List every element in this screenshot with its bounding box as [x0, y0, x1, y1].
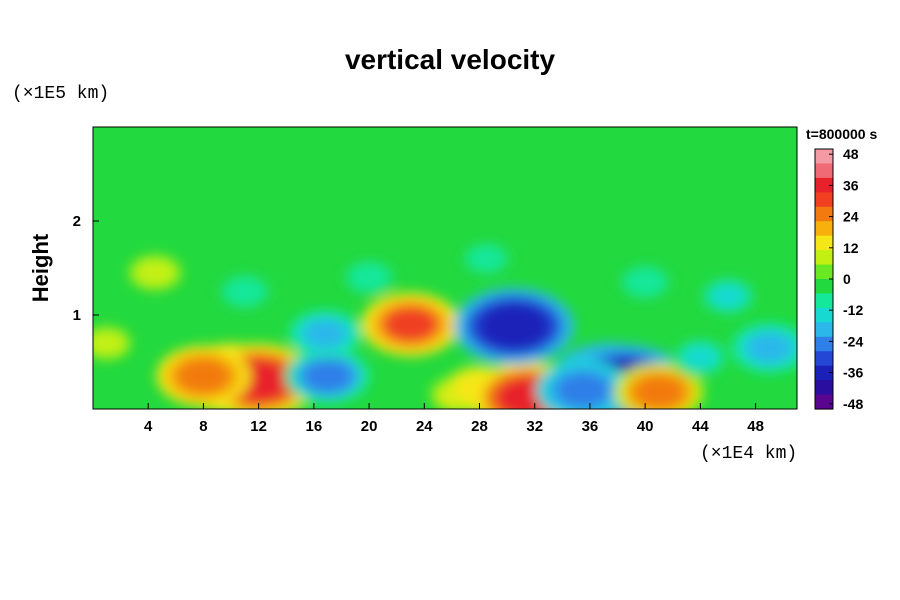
x-tick-label: 16	[306, 418, 323, 435]
colorbar-tick-label: 48	[843, 146, 859, 162]
colorbar-segment	[815, 322, 833, 338]
field-feature	[228, 280, 261, 303]
field-feature	[710, 284, 746, 308]
x-tick-label: 24	[416, 418, 433, 435]
x-tick-label: 36	[582, 418, 599, 435]
field-feature	[683, 345, 718, 369]
colorbar-segment	[815, 206, 833, 222]
field-feature	[302, 359, 353, 393]
colorbar-segment	[815, 336, 833, 352]
time-label: t=800000 s	[806, 126, 878, 142]
x-tick-label: 12	[250, 418, 267, 435]
colorbar-segment	[815, 163, 833, 179]
x-tick-label: 32	[526, 418, 543, 435]
field-feature	[746, 333, 792, 363]
colorbar-segment	[815, 149, 833, 165]
colorbar-tick-label: 24	[843, 209, 859, 225]
field-feature	[352, 266, 386, 289]
field-feature	[629, 271, 662, 293]
field-feature	[555, 372, 611, 408]
chart-title: vertical velocity	[344, 44, 556, 75]
colorbar-segment	[815, 221, 833, 237]
colorbar-tick-label: -24	[843, 333, 863, 349]
colorbar-tick-label: -36	[843, 365, 863, 381]
field-feature	[479, 303, 550, 349]
colorbar-tick-label: 0	[843, 271, 851, 287]
colorbar-segment	[815, 380, 833, 396]
x-tick-label: 28	[471, 418, 488, 435]
colorbar-segment	[815, 264, 833, 280]
colorbar-segment	[815, 351, 833, 367]
colorbar-segment	[815, 235, 833, 251]
field-feature	[381, 305, 440, 343]
colorbar-segment	[815, 293, 833, 309]
field-feature	[175, 358, 231, 394]
x-tick-label: 4	[144, 418, 153, 435]
x-tick-label: 44	[692, 418, 709, 435]
colorbar-tick-label: 12	[843, 240, 859, 256]
plot-area	[93, 127, 797, 409]
y-tick-label: 1	[73, 307, 81, 324]
colorbar-segment	[815, 365, 833, 381]
colorbar-tick-label: -12	[843, 302, 863, 318]
colorbar-segment	[815, 279, 833, 295]
x-tick-label: 20	[361, 418, 378, 435]
y-axis-label: Height	[28, 233, 53, 303]
x-tick-label: 40	[637, 418, 654, 435]
colorbar-segment	[815, 177, 833, 193]
colorbar-segment	[815, 307, 833, 323]
y-axis-unit: (×1E5 km)	[12, 84, 110, 104]
velocity-field	[93, 241, 797, 409]
colorbar-segment	[815, 250, 833, 266]
colorbar-segment	[815, 192, 833, 208]
field-feature	[93, 333, 122, 354]
colorbar-frame	[814, 148, 834, 410]
y-tick-label: 2	[73, 213, 81, 230]
field-feature	[632, 375, 686, 409]
x-axis-unit: (×1E4 km)	[700, 444, 798, 464]
colorbar-tick-label: 36	[843, 177, 859, 193]
x-tick-label: 8	[199, 418, 207, 435]
x-tick-label: 48	[747, 418, 764, 435]
colorbar-segment	[815, 394, 833, 410]
field-feature	[471, 248, 502, 269]
field-feature	[139, 261, 172, 284]
colorbar-tick-label: -48	[843, 396, 863, 412]
field-feature	[303, 319, 347, 348]
